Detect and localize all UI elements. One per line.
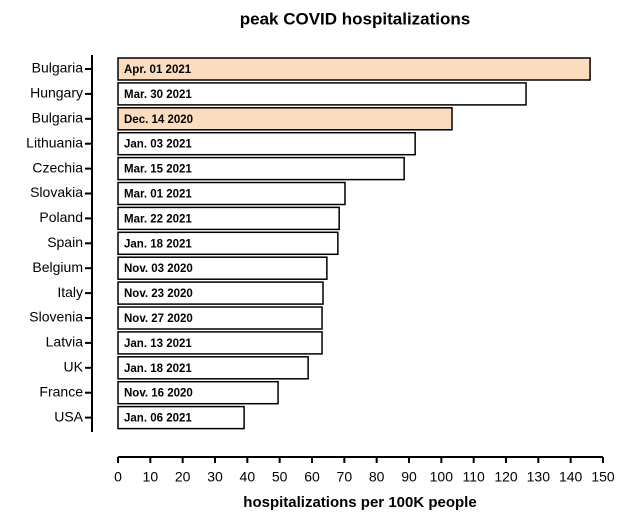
- bar: [117, 131, 416, 156]
- y-tick-label: Bulgaria: [32, 60, 84, 76]
- bar-date-label: Jan. 18 2021: [124, 363, 192, 375]
- x-tick-label: 140: [559, 469, 583, 485]
- x-tick-label: 110: [463, 469, 486, 485]
- bar: [117, 405, 245, 430]
- x-tick-label: 70: [337, 469, 353, 485]
- bar: [117, 231, 339, 256]
- y-tick-label: Belgium: [32, 259, 83, 275]
- y-tick-label: Bulgaria: [32, 110, 84, 126]
- x-tick-label: 10: [143, 469, 159, 485]
- bar-date-label: Jan. 13 2021: [124, 338, 192, 350]
- chart-title: peak COVID hospitalizations: [240, 9, 471, 28]
- bar-date-label: Mar. 22 2021: [124, 213, 192, 225]
- y-tick-label: USA: [54, 408, 83, 424]
- y-tick-label: Slovakia: [30, 184, 83, 200]
- y-tick-label: Lithuania: [26, 134, 83, 150]
- x-tick-label: 50: [272, 469, 288, 485]
- bar: [117, 281, 324, 305]
- bar-date-label: Mar. 01 2021: [124, 189, 192, 201]
- bar-date-label: Jan. 06 2021: [124, 413, 192, 425]
- bar: [117, 82, 527, 106]
- x-tick-label: 80: [369, 469, 385, 485]
- x-axis-label: hospitalizations per 100K people: [243, 494, 476, 511]
- bar: [117, 206, 340, 231]
- bar: [117, 181, 346, 206]
- bar: [117, 107, 453, 131]
- bar: [117, 331, 323, 355]
- bar-date-label: Nov. 03 2020: [124, 263, 193, 275]
- bar-date-label: Apr. 01 2021: [124, 64, 192, 76]
- bar-date-label: Jan. 18 2021: [124, 238, 192, 250]
- bar-date-label: Jan. 03 2021: [124, 139, 192, 151]
- y-tick-label: Czechia: [32, 159, 83, 175]
- y-tick-label: Spain: [47, 234, 83, 250]
- y-tick-label: Poland: [39, 209, 83, 225]
- bar: [117, 256, 328, 280]
- y-tick-label: France: [39, 383, 83, 399]
- bar: [117, 57, 591, 81]
- y-tick-label: Latvia: [46, 334, 84, 350]
- bar-date-label: Mar. 15 2021: [124, 164, 192, 176]
- bar: [117, 380, 279, 405]
- bar: [117, 156, 405, 181]
- bar-date-label: Nov. 23 2020: [124, 288, 193, 300]
- x-tick-label: 20: [175, 469, 191, 485]
- bar-date-label: Nov. 16 2020: [124, 388, 193, 400]
- x-tick-label: 150: [591, 469, 615, 485]
- bar: [117, 306, 323, 330]
- y-tick-label: Italy: [57, 284, 83, 300]
- bar-date-label: Nov. 27 2020: [124, 313, 193, 325]
- x-tick-label: 100: [430, 469, 454, 485]
- x-tick-label: 90: [401, 469, 417, 485]
- x-tick-label: 120: [494, 469, 518, 485]
- bar-date-label: Mar. 30 2021: [124, 89, 192, 101]
- y-tick-label: Hungary: [30, 85, 83, 101]
- x-tick-label: 30: [207, 469, 223, 485]
- x-tick-label: 130: [527, 469, 551, 485]
- bar: [117, 356, 309, 380]
- x-tick-label: 0: [114, 469, 122, 485]
- x-tick-label: 60: [304, 469, 320, 485]
- x-tick-label: 40: [240, 469, 256, 485]
- y-tick-label: Slovenia: [29, 309, 83, 325]
- bar-date-label: Dec. 14 2020: [124, 114, 193, 126]
- y-tick-label: UK: [64, 359, 84, 375]
